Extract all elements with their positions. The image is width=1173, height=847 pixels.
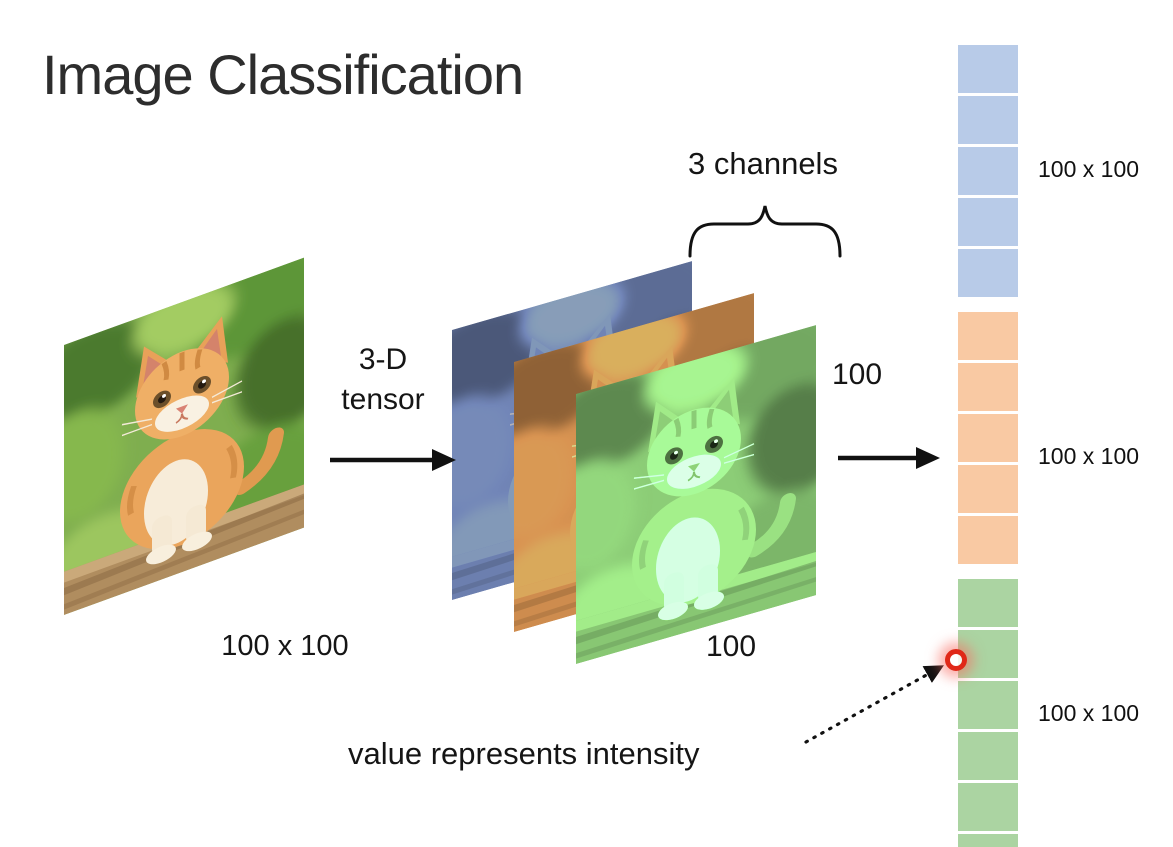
pixel-marker [945,649,967,671]
vector-cell-green [958,630,1018,678]
vector-cell-blue [958,45,1018,93]
vector-group-blue [958,45,1018,300]
vector-cell-green [958,783,1018,831]
vector-size-label-green: 100 x 100 [1038,700,1140,726]
tensor-arrow-icon [330,449,456,471]
cat-photo-icon [64,258,304,615]
slide-title: Image Classification [42,43,524,106]
tensor-label-line2: tensor [341,383,425,416]
tensor-label-line1: 3-D [358,343,408,376]
vector-cell-blue [958,198,1018,246]
vector-cell-orange [958,363,1018,411]
channels-brace-icon [688,205,842,258]
vector-size-label-orange: 100 x 100 [1038,443,1140,469]
vector-cell-orange [958,312,1018,360]
source-cat-image [64,258,304,615]
source-size-label: 100 x 100 [221,630,349,662]
vector-cell-green [958,579,1018,627]
vector-cell-orange [958,465,1018,513]
tensor-label: 3-D tensor [318,340,448,420]
vector-cell-green [958,834,1018,847]
vector-cell-orange [958,516,1018,564]
vector-cell-blue [958,96,1018,144]
vector-cell-green [958,732,1018,780]
vector-group-orange [958,312,1018,567]
tensor-height-label: 100 [832,358,883,391]
channels-count-label: 3 channels [688,146,838,181]
vector-cell-orange [958,414,1018,462]
intensity-arrow-icon [804,665,944,744]
intensity-annotation: value represents intensity [348,736,700,771]
vector-group-green [958,579,1018,847]
vector-cell-blue [958,249,1018,297]
vector-cell-green [958,681,1018,729]
tensor-width-label: 100 [706,630,757,663]
vector-cell-blue [958,147,1018,195]
vector-size-label-blue: 100 x 100 [1038,156,1140,182]
vector-arrow-icon [838,447,940,469]
